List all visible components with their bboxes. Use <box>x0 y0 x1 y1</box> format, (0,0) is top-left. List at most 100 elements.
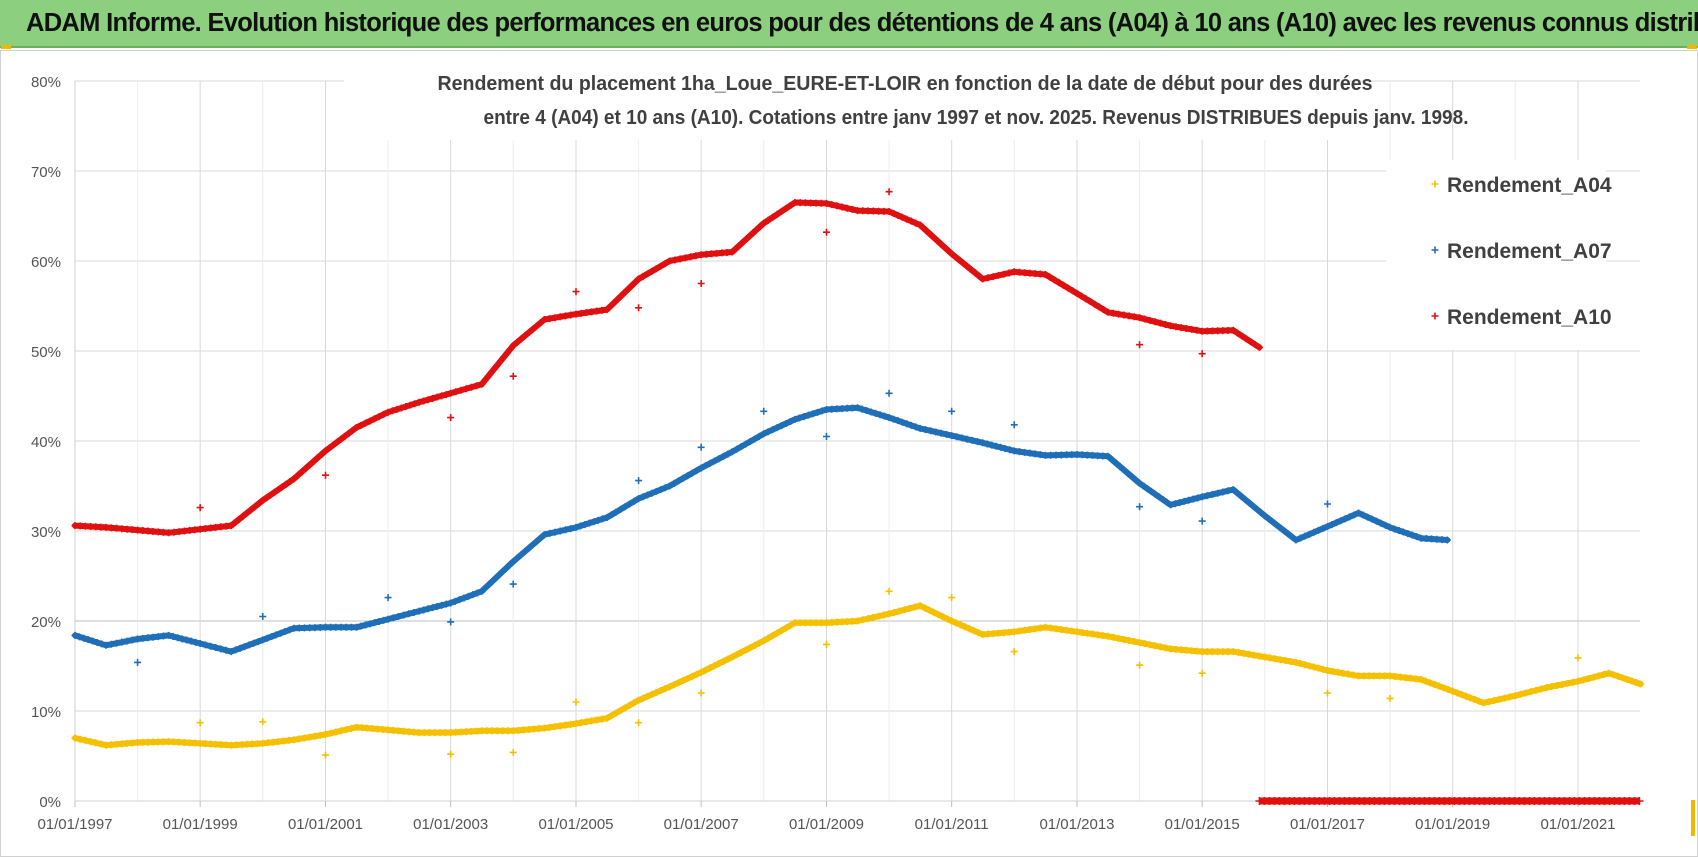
data-point-outlier <box>823 433 830 440</box>
data-point <box>675 679 683 687</box>
data-point <box>903 420 911 428</box>
data-point <box>394 613 402 620</box>
data-point <box>742 235 750 243</box>
data-point <box>603 514 611 521</box>
data-point <box>1214 489 1222 497</box>
x-tick-label: 01/01/2015 <box>1165 816 1240 833</box>
y-tick-label: 80% <box>31 74 61 91</box>
data-point <box>405 610 413 618</box>
data-point <box>657 687 665 695</box>
data-point <box>1449 687 1457 695</box>
data-point <box>128 636 136 644</box>
data-point <box>1109 309 1117 317</box>
data-point <box>1600 671 1608 679</box>
data-point <box>930 234 938 242</box>
data-point <box>196 640 204 647</box>
data-point <box>1171 500 1179 508</box>
data-point <box>890 209 898 217</box>
data-point <box>1209 490 1217 498</box>
data-point <box>1364 513 1372 521</box>
data-point <box>1108 456 1116 464</box>
data-point <box>201 641 209 649</box>
data-point-outlier <box>885 389 893 397</box>
data-point <box>828 201 836 209</box>
data-point <box>1219 488 1227 496</box>
data-point <box>1120 635 1128 643</box>
data-point <box>250 639 258 647</box>
data-point <box>813 408 821 416</box>
data-point <box>1120 466 1128 474</box>
data-point <box>302 464 310 472</box>
data-point <box>859 616 867 624</box>
data-point <box>384 408 392 416</box>
data-point <box>492 574 500 582</box>
data-point <box>923 227 931 235</box>
data-point <box>732 245 740 253</box>
data-point <box>556 313 564 321</box>
data-point <box>710 457 718 465</box>
data-point <box>941 243 949 251</box>
data-point <box>1426 679 1434 687</box>
data-point <box>438 392 446 400</box>
data-point <box>1261 512 1269 520</box>
data-point <box>912 423 920 431</box>
data-point <box>1349 671 1357 679</box>
data-point <box>1301 532 1309 540</box>
data-point <box>934 610 942 618</box>
x-tick-label: 01/01/2011 <box>915 816 989 833</box>
data-point <box>236 644 244 652</box>
data-point <box>1141 640 1149 648</box>
data-point <box>1301 661 1309 669</box>
data-point <box>345 429 353 437</box>
data-point <box>943 615 951 623</box>
data-point <box>617 505 625 513</box>
data-point <box>118 638 126 646</box>
data-point-outlier <box>509 580 517 588</box>
data-point <box>295 735 303 743</box>
data-point <box>1435 682 1443 690</box>
y-tick-label: 60% <box>31 254 61 271</box>
data-point <box>1241 495 1249 503</box>
data-point <box>397 404 405 412</box>
data-point <box>457 386 465 394</box>
data-point <box>932 428 940 436</box>
data-point-outlier <box>1198 517 1206 525</box>
data-point <box>912 219 920 227</box>
data-point-outlier <box>196 719 204 727</box>
data-point <box>1159 496 1167 503</box>
data-point <box>769 213 777 221</box>
data-point <box>751 435 759 443</box>
data-point <box>1234 329 1242 337</box>
data-point <box>648 267 656 275</box>
data-point <box>621 503 629 511</box>
y-tick-label: 70% <box>31 164 61 181</box>
data-point <box>217 645 225 653</box>
data-point <box>953 433 961 441</box>
data-point <box>222 646 230 654</box>
data-point <box>1319 524 1327 532</box>
data-point <box>983 440 991 448</box>
data-point <box>93 638 101 646</box>
data-point <box>585 519 593 527</box>
data-point-outlier <box>1136 341 1144 349</box>
data-point <box>87 738 95 746</box>
data-point-outlier <box>1324 500 1331 508</box>
data-point <box>710 662 718 670</box>
data-point <box>572 523 580 531</box>
data-point <box>506 561 514 569</box>
y-tick-label: 30% <box>31 524 61 541</box>
data-point <box>661 685 669 693</box>
data-point <box>670 681 678 689</box>
data-point <box>235 515 243 523</box>
data-point <box>174 634 182 642</box>
data-point <box>614 295 622 303</box>
data-point <box>937 240 945 248</box>
data-point <box>885 208 893 215</box>
data-point <box>968 436 976 444</box>
data-point <box>1329 667 1337 675</box>
data-point <box>1046 273 1054 281</box>
data-point <box>89 637 97 645</box>
data-point <box>525 329 533 337</box>
data-point <box>362 621 370 629</box>
data-point <box>325 444 333 452</box>
